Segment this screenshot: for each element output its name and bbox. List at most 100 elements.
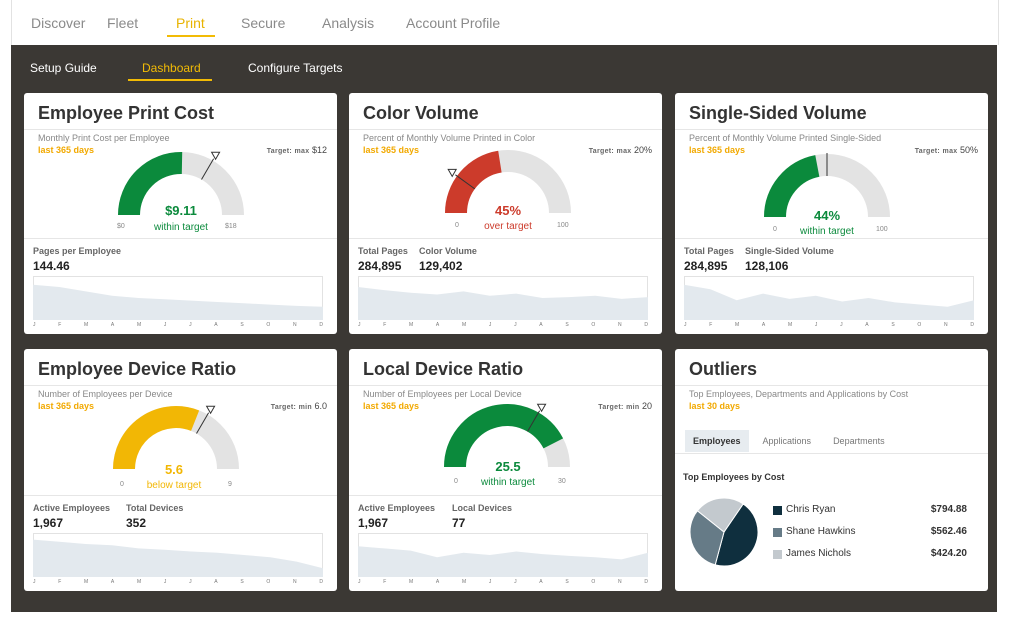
month-tick-label: J xyxy=(358,579,361,585)
month-tick-label: F xyxy=(383,579,387,585)
outlier-row[interactable]: Shane Hawkins $562.46 xyxy=(773,526,967,540)
card-subtitle: Monthly Print Cost per Employee xyxy=(38,133,170,143)
stat-value: 144.46 xyxy=(33,259,70,273)
trend-area xyxy=(33,284,323,320)
gauge-min: 0 xyxy=(773,226,777,233)
gauge-chart xyxy=(764,153,890,218)
active-subtab-indicator xyxy=(128,79,212,81)
stat-label: Total Devices xyxy=(126,503,184,513)
month-tick-label: N xyxy=(293,579,297,585)
gauge-value: 5.6 xyxy=(164,462,184,477)
month-tick-label: F xyxy=(383,322,387,328)
gauge-fill xyxy=(444,404,564,468)
stat-label: Total Pages xyxy=(358,246,408,256)
card-employee-print-cost[interactable]: Employee Print Cost Monthly Print Cost p… xyxy=(24,93,337,334)
month-tick-label: D xyxy=(644,579,648,585)
month-tick-label: M xyxy=(84,322,89,328)
stat-value: 128,106 xyxy=(745,259,789,273)
tab-fleet[interactable]: Fleet xyxy=(107,15,139,31)
month-tick-label: M xyxy=(84,579,89,585)
trend-area xyxy=(684,284,974,320)
trend-sparkline xyxy=(33,533,323,577)
outlier-name: Chris Ryan xyxy=(786,504,836,515)
gauge-status: within target xyxy=(800,226,854,237)
month-tick-label: J xyxy=(488,322,492,328)
target-label: Target: xyxy=(266,148,293,155)
month-tick-label: S xyxy=(240,579,244,585)
trend-area xyxy=(358,287,648,320)
month-tick-label: J xyxy=(358,322,361,328)
month-tick-label: J xyxy=(189,579,192,585)
tab-employees[interactable]: Employees xyxy=(685,430,749,452)
card-subtitle: Top Employees, Departments and Applicati… xyxy=(689,389,909,399)
stat-label: Color Volume xyxy=(419,246,477,256)
stat-label: Pages per Employee xyxy=(33,246,122,256)
card-title: Single-Sided Volume xyxy=(689,103,867,123)
stat-pages-per-employee: Pages per Employee 144.46 xyxy=(33,246,121,273)
gauge-max: 100 xyxy=(876,226,888,233)
tab-configure-targets[interactable]: Configure Targets xyxy=(248,61,343,75)
gauge-min: 0 xyxy=(455,222,459,229)
card-single-sided-volume[interactable]: Single-Sided Volume Percent of Monthly V… xyxy=(675,93,988,334)
month-tick-label: M xyxy=(461,322,467,328)
card-local-device-ratio[interactable]: Local Device Ratio Number of Employees p… xyxy=(349,349,662,591)
target-indicator: Target: min 20 xyxy=(598,401,652,411)
tab-setup-guide[interactable]: Setup Guide xyxy=(30,61,97,75)
tab-dashboard[interactable]: Dashboard xyxy=(142,61,201,75)
target-marker-icon xyxy=(447,168,458,178)
gauge-chart xyxy=(113,405,239,470)
card-employee-device-ratio[interactable]: Employee Device Ratio Number of Employee… xyxy=(24,349,337,591)
divider xyxy=(675,385,988,386)
card-color-volume[interactable]: Color Volume Percent of Monthly Volume P… xyxy=(349,93,662,334)
target-marker-line xyxy=(455,174,476,190)
stat-label: Active Employees xyxy=(33,503,111,513)
month-tick-label: J xyxy=(163,579,167,585)
stat-value: 1,967 xyxy=(33,516,64,530)
legend-swatch xyxy=(773,528,782,537)
month-tick-label: S xyxy=(565,322,569,328)
divider xyxy=(349,385,662,386)
card-outliers[interactable]: Outliers Top Employees, Departments and … xyxy=(675,349,988,591)
month-tick-label: M xyxy=(735,322,740,328)
stat-value: 284,895 xyxy=(358,259,402,273)
outlier-row[interactable]: James Nichols $424.20 xyxy=(773,548,967,562)
gauge-status: within target xyxy=(154,222,208,233)
month-tick-label: J xyxy=(684,322,687,328)
tab-analysis[interactable]: Analysis xyxy=(322,15,375,31)
month-tick-label: A xyxy=(539,579,543,585)
top-navigation: Discover Fleet Print Secure Analysis Acc… xyxy=(11,0,999,45)
target-kind: min xyxy=(298,404,312,411)
divider xyxy=(349,495,662,496)
month-tick-label: O xyxy=(591,322,596,328)
tab-departments[interactable]: Departments xyxy=(833,436,885,446)
tab-applications[interactable]: Applications xyxy=(762,436,812,446)
card-subtitle: Number of Employees per Local Device xyxy=(363,389,522,399)
month-tick-label: M xyxy=(136,322,142,328)
tab-discover[interactable]: Discover xyxy=(31,15,86,31)
stat-color-volume: Color Volume 129,402 xyxy=(419,246,477,273)
gauge-min: $0 xyxy=(117,223,125,230)
legend-swatch xyxy=(773,550,782,559)
month-tick-label: A xyxy=(435,322,440,328)
card-subtitle: Percent of Monthly Volume Printed Single… xyxy=(689,133,882,143)
month-tick-label: O xyxy=(266,579,271,585)
tab-account-profile[interactable]: Account Profile xyxy=(406,15,501,31)
stat-total-pages: Total Pages 284,895 xyxy=(358,246,408,273)
outlier-row[interactable]: Chris Ryan $794.88 xyxy=(773,504,967,518)
month-tick-label: J xyxy=(33,322,36,328)
target-marker-icon xyxy=(210,151,221,161)
period-label: last 30 days xyxy=(689,401,741,411)
target-value: 50% xyxy=(959,145,978,155)
tab-secure[interactable]: Secure xyxy=(241,15,286,31)
month-tick-label: M xyxy=(136,579,142,585)
month-tick-label: F xyxy=(58,579,62,585)
card-title: Outliers xyxy=(689,359,758,379)
tab-print[interactable]: Print xyxy=(176,15,205,31)
trend-sparkline xyxy=(33,276,323,320)
trend-area xyxy=(33,539,323,577)
pie-slice xyxy=(689,510,725,566)
stat-single-sided-volume: Single-Sided Volume 128,106 xyxy=(745,246,834,273)
outlier-cost: $794.88 xyxy=(930,504,967,515)
